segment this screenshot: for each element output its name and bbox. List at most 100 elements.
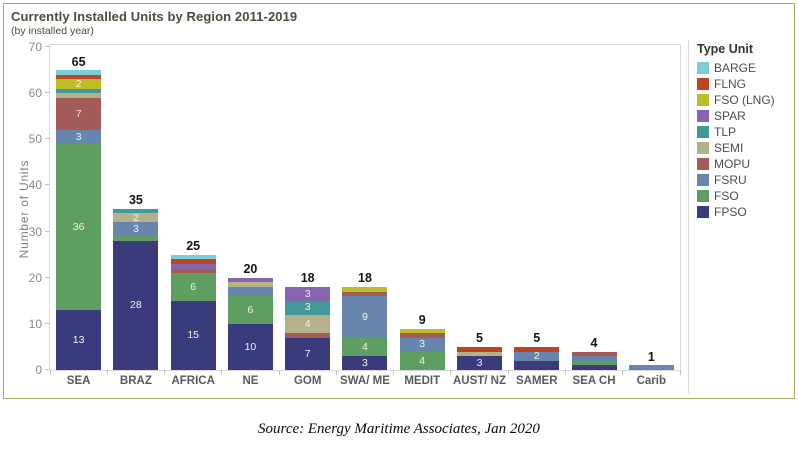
bar-total-label: 5 — [533, 331, 541, 346]
bar-segment-semi — [56, 93, 102, 98]
plot-area: 65 13 36 3 7 2 SEA 35 28 3 2 BRAZ 25 15 6 AFRICA 20 10 6 NE… — [29, 41, 681, 387]
bar-slot: 1 Carib — [623, 45, 680, 387]
y-axis-title: Number of Units — [17, 159, 31, 259]
bar-segment-tlp — [56, 88, 102, 94]
y-tick-label: 20 — [28, 270, 42, 285]
bar-segment-label: 4 — [419, 354, 426, 367]
y-tick-mark — [45, 92, 50, 94]
legend-item-label: TLP — [714, 125, 737, 139]
legend-item-label: FSRU — [714, 173, 747, 187]
bar-segment-fsru: 3 — [113, 222, 159, 237]
bar-segment-label: 3 — [419, 338, 426, 351]
x-tick-mark — [507, 370, 509, 375]
bar-segment-label: 3 — [304, 301, 311, 314]
bar-slot: 18 3 4 9 SWA/ ME — [336, 45, 393, 387]
bar-slot: 35 28 3 2 BRAZ — [107, 45, 164, 387]
bar-segment-fso-lng- — [399, 328, 445, 334]
bar-segment-fso: 36 — [56, 143, 102, 311]
bar-segment-flng — [170, 259, 216, 264]
bar-segment-label: 3 — [304, 287, 311, 300]
y-tick-mark — [45, 230, 50, 232]
legend-item: MOPU — [697, 156, 792, 172]
bar-segment-label: 3 — [132, 223, 139, 236]
y-tick-label: 40 — [28, 178, 42, 193]
legend: Type Unit BARGE FLNG FSO (LNG) SPAR TLP SEMI M… — [688, 40, 792, 394]
bar-total-label: 4 — [590, 336, 598, 351]
x-axis-category-label: AUST/ NZ — [452, 375, 506, 387]
bar-segment-mopu — [342, 291, 388, 297]
bar-segment-fpso: 7 — [285, 337, 331, 370]
legend-item: FSRU — [697, 172, 792, 188]
bar-segment-label: 6 — [190, 280, 197, 293]
legend-items: BARGE FLNG FSO (LNG) SPAR TLP SEMI MOPU FSRU FSO… — [697, 60, 792, 220]
bar-slot: 9 4 3 MEDIT — [394, 45, 451, 387]
bar-segment-flng — [514, 346, 560, 352]
bar-slot: 18 7 4 3 3 GOM — [279, 45, 336, 387]
legend-swatch-flng — [697, 78, 709, 90]
bar-segment-barge — [56, 70, 102, 75]
x-tick-mark — [393, 370, 395, 375]
bar-total-label: 20 — [243, 262, 258, 277]
bar-segment-label: 3 — [476, 356, 483, 369]
bar-segment-fpso: 10 — [227, 323, 273, 370]
bar-segment-semi: 2 — [113, 213, 159, 223]
bar-slot: 5 2 SAMER — [508, 45, 565, 387]
bar-segment-spar: 3 — [285, 286, 331, 301]
bar-segment-barge — [170, 254, 216, 260]
y-tick-label: 0 — [35, 363, 42, 377]
bar-segment-label: 2 — [533, 349, 540, 362]
legend-swatch-barge — [697, 62, 709, 74]
legend-item: TLP — [697, 124, 792, 140]
x-axis-category-label: SEA CH — [572, 375, 616, 387]
source-note: Source: Energy Maritime Associates, Jan … — [258, 421, 540, 437]
bar-segment-mopu: 7 — [56, 97, 102, 131]
chart-panel: Currently Installed Units by Region 2011… — [3, 3, 795, 399]
bar-total-label: 35 — [128, 193, 143, 208]
x-axis-category-label: Carib — [636, 375, 666, 387]
bar-segment-fsru — [628, 365, 674, 370]
bar-segment-fsru: 3 — [399, 337, 445, 352]
bar-segment-fso: 4 — [342, 337, 388, 357]
x-tick-mark — [278, 370, 280, 375]
y-tick-label: 10 — [28, 316, 42, 331]
bar-stack: 15 6 — [170, 254, 216, 370]
legend-item-label: MOPU — [714, 157, 750, 171]
y-tick-mark — [45, 184, 50, 186]
legend-item-label: FPSO — [714, 205, 747, 219]
bar-stack — [628, 365, 674, 370]
bar-segment-label: 10 — [244, 340, 257, 353]
x-tick-mark — [164, 370, 166, 375]
y-tick-label: 60 — [28, 86, 42, 101]
bar-total-label: 25 — [186, 239, 201, 254]
x-tick-mark — [450, 370, 452, 375]
x-axis-category-label: AFRICA — [171, 375, 215, 387]
bar-segment-mopu — [285, 333, 331, 338]
bar-segment-label: 6 — [247, 303, 254, 316]
bar-segment-spar — [170, 263, 216, 269]
bar-segment-label: 7 — [75, 107, 82, 120]
bar-segment-label: 4 — [362, 340, 368, 353]
x-tick-mark — [106, 370, 108, 375]
bar-segment-tlp — [113, 208, 159, 214]
bar-total-label: 9 — [418, 313, 426, 327]
bar-slot: 65 13 36 3 7 2 SEA — [50, 45, 107, 387]
x-axis-category-label: SAMER — [515, 375, 558, 387]
bar-segment-mopu — [399, 333, 445, 338]
bar-slot: 20 10 6 NE — [222, 45, 279, 387]
bar-segment-fsru: 2 — [514, 349, 560, 362]
x-axis-category-label: BRAZ — [119, 375, 152, 387]
chart-title: Currently Installed Units by Region 2011… — [11, 9, 298, 24]
bar-slot: 25 15 6 AFRICA — [165, 45, 222, 387]
bar-stack: 2 — [514, 346, 560, 370]
y-tick-mark — [45, 322, 50, 324]
x-axis-category-label: SWA/ ME — [340, 375, 390, 387]
bar-stack: 10 6 — [227, 277, 273, 370]
bar-segment-semi — [456, 351, 502, 357]
y-tick-label: 70 — [28, 40, 42, 54]
bar-segment-fso: 6 — [170, 273, 216, 301]
legend-swatch-semi — [697, 142, 709, 154]
legend-item-label: FSO (LNG) — [714, 93, 775, 107]
y-tick-mark — [45, 276, 50, 278]
bar-total-label: 1 — [647, 349, 655, 364]
